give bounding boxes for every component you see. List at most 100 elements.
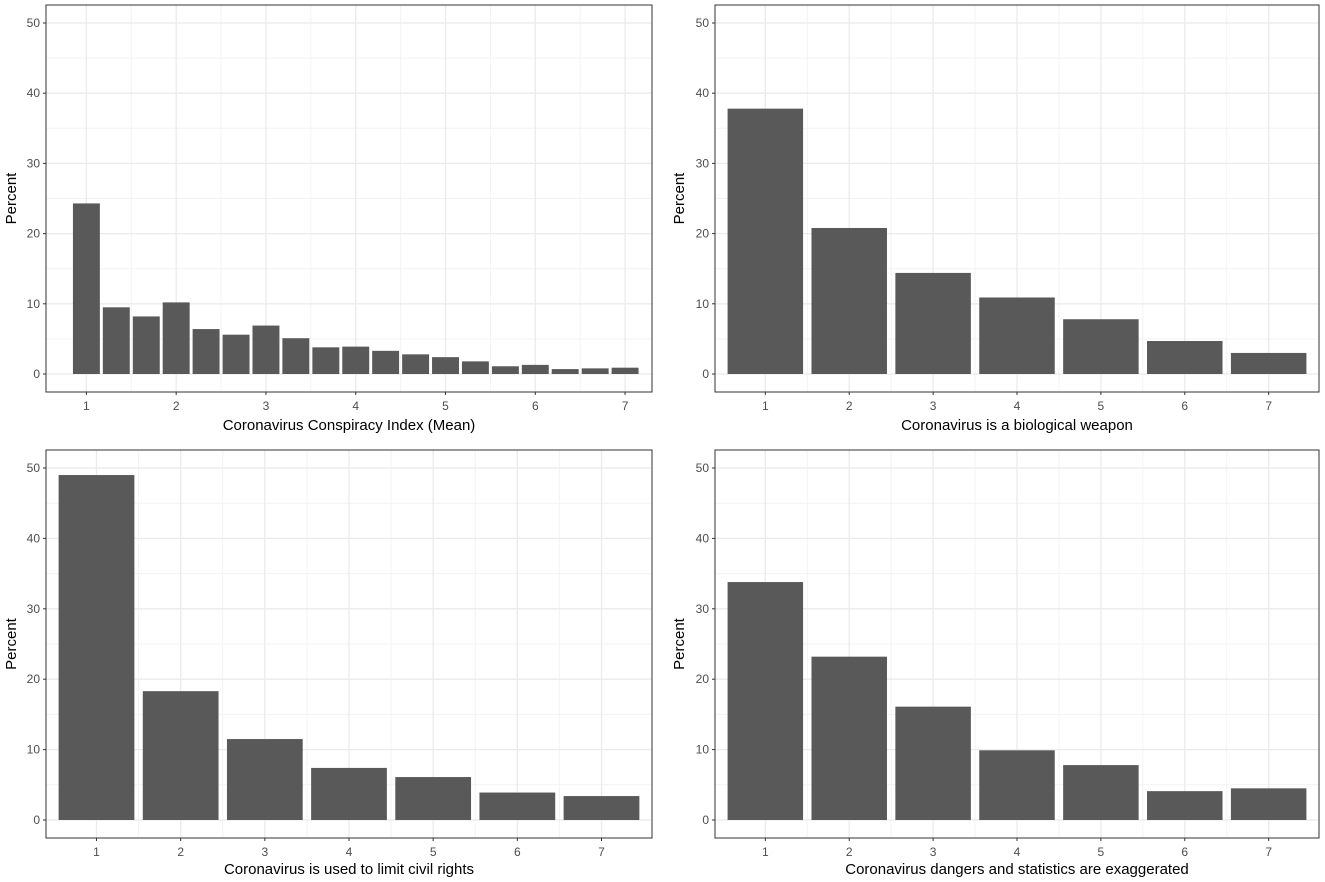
- chart-panel-3: 0 10 20 30 40 50 1 2 3 4 5 6 7 Coronavirus is used to…: [3, 449, 653, 878]
- x-tick-label: 1: [83, 399, 90, 413]
- x-tick-label: 3: [261, 845, 268, 859]
- x-axis-title: Coronavirus Conspiracy Index (Mean): [223, 417, 476, 434]
- bar: [102, 307, 130, 374]
- y-tick-label: 0: [702, 367, 709, 381]
- x-axis-title: Coronavirus is a biological weapon: [901, 417, 1133, 434]
- bar: [1147, 341, 1223, 374]
- bar: [282, 338, 310, 374]
- bar: [551, 369, 579, 374]
- x-tick-label: 2: [846, 845, 853, 859]
- bar: [895, 706, 971, 820]
- bar: [1063, 765, 1139, 820]
- x-tick-label: 1: [762, 399, 769, 413]
- y-tick-label: 50: [696, 461, 710, 475]
- bar: [132, 316, 160, 374]
- bar: [1063, 319, 1139, 374]
- x-tick-label: 3: [930, 845, 937, 859]
- x-tick-label: 1: [93, 845, 100, 859]
- x-tick-label: 4: [352, 399, 359, 413]
- bar: [563, 796, 640, 820]
- bar: [395, 777, 472, 820]
- y-tick-label: 30: [27, 156, 41, 170]
- x-tick-label: 6: [1181, 399, 1188, 413]
- x-tick-label: 5: [430, 845, 437, 859]
- y-tick-label: 50: [696, 16, 710, 30]
- y-tick-label: 0: [33, 813, 40, 827]
- y-axis-title: Percent: [671, 172, 688, 225]
- bar: [895, 272, 971, 374]
- y-tick-label: 0: [702, 813, 709, 827]
- bar: [252, 325, 280, 374]
- bar: [222, 334, 250, 374]
- chart-panel-2: 0 10 20 30 40 50 1 2 3 4 5 6 7 Coronavirus is a biolo…: [671, 4, 1320, 434]
- bar: [162, 302, 190, 374]
- x-tick-label: 2: [177, 845, 184, 859]
- y-tick-label: 10: [27, 297, 41, 311]
- bar: [727, 582, 804, 820]
- y-tick-label: 50: [27, 16, 41, 30]
- x-tick-label: 6: [532, 399, 539, 413]
- bar: [1147, 791, 1223, 820]
- x-tick-label: 4: [346, 845, 353, 859]
- x-tick-label: 7: [1265, 399, 1272, 413]
- bar: [1230, 352, 1307, 374]
- bar: [461, 361, 489, 374]
- y-tick-label: 20: [696, 672, 710, 686]
- bar: [1230, 788, 1307, 820]
- x-tick-label: 5: [1098, 845, 1105, 859]
- x-tick-label: 5: [442, 399, 449, 413]
- bar: [479, 792, 556, 820]
- x-tick-label: 7: [622, 399, 629, 413]
- y-tick-label: 10: [696, 297, 710, 311]
- y-tick-label: 40: [696, 86, 710, 100]
- y-tick-label: 40: [696, 531, 710, 545]
- panel-border: [45, 4, 653, 393]
- bar: [142, 691, 219, 820]
- bar: [311, 767, 387, 820]
- x-tick-label: 2: [173, 399, 180, 413]
- y-tick-label: 20: [696, 227, 710, 241]
- bar: [491, 366, 519, 374]
- x-tick-label: 3: [930, 399, 937, 413]
- y-tick-label: 40: [27, 531, 41, 545]
- x-axis-title: Coronavirus is used to limit civil right…: [224, 861, 474, 878]
- bar: [979, 297, 1055, 374]
- bar: [72, 203, 100, 374]
- bar: [342, 346, 370, 374]
- x-tick-label: 2: [846, 399, 853, 413]
- x-tick-label: 4: [1014, 845, 1021, 859]
- x-tick-label: 4: [1014, 399, 1021, 413]
- y-tick-label: 20: [27, 227, 41, 241]
- y-tick-label: 10: [696, 743, 710, 757]
- bar: [432, 357, 459, 374]
- y-tick-label: 0: [33, 367, 40, 381]
- x-tick-label: 3: [263, 399, 270, 413]
- y-tick-label: 30: [27, 602, 41, 616]
- x-tick-label: 6: [514, 845, 521, 859]
- bar: [581, 368, 609, 374]
- bar: [58, 475, 135, 820]
- x-tick-label: 7: [598, 845, 605, 859]
- y-axis-title: Percent: [671, 617, 688, 670]
- y-tick-label: 50: [27, 461, 41, 475]
- chart-panel-1: 0 10 20 30 40 50 1 2 3 4 5 6 7 Coronavirus Conspiracy…: [3, 4, 653, 434]
- bar: [811, 656, 887, 820]
- y-tick-label: 30: [696, 602, 710, 616]
- chart-panel-4: 0 10 20 30 40 50 1 2 3 4 5 6 7 Coronavirus dangers an…: [671, 449, 1320, 878]
- bar: [192, 329, 220, 374]
- bar: [312, 347, 340, 374]
- y-tick-label: 20: [27, 672, 41, 686]
- bar: [226, 739, 303, 820]
- y-tick-label: 30: [696, 156, 710, 170]
- y-axis-title: Percent: [3, 617, 20, 670]
- x-axis-title: Coronavirus dangers and statistics are e…: [845, 861, 1189, 878]
- bar: [611, 367, 639, 374]
- y-tick-label: 40: [27, 86, 41, 100]
- bar: [811, 227, 887, 374]
- bar: [727, 108, 804, 375]
- x-tick-label: 1: [762, 845, 769, 859]
- x-tick-label: 6: [1181, 845, 1188, 859]
- bar: [521, 364, 549, 374]
- bar: [402, 354, 430, 374]
